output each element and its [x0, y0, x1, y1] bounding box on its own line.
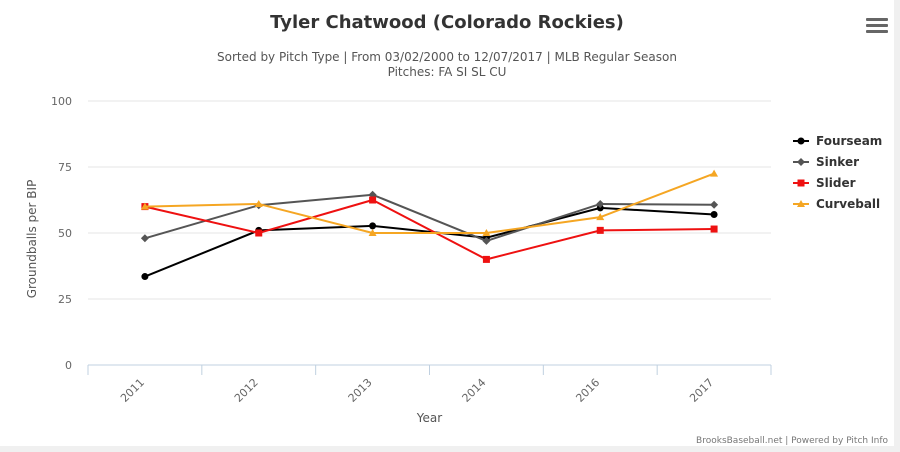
y-tick-label: 0: [65, 359, 72, 372]
y-tick-label: 75: [58, 161, 72, 174]
chart-title: Tyler Chatwood (Colorado Rockies): [270, 12, 624, 33]
legend-item-sinker[interactable]: Sinker: [793, 155, 859, 169]
data-point-curveball: [368, 229, 377, 236]
y-tick-label: 25: [58, 293, 72, 306]
legend-label-fourseam: Fourseam: [816, 134, 882, 148]
hamburger-menu-icon[interactable]: [866, 18, 888, 38]
x-tick-label: 2013: [346, 376, 375, 405]
data-point-slider: [369, 196, 377, 204]
series-line-slider: [144, 198, 715, 261]
data-point-slider: [255, 229, 263, 237]
series-line-sinker: [144, 193, 715, 242]
legend-marker-sinker: [797, 158, 805, 166]
data-point-slider: [710, 225, 718, 233]
subtitle-line-2: Pitches: FA SI SL CU: [387, 65, 507, 79]
legend-label-slider: Slider: [816, 176, 856, 190]
series-line-curveball: [144, 172, 715, 234]
legend-label-sinker: Sinker: [816, 155, 859, 169]
data-point-curveball: [140, 202, 149, 210]
x-tick-label: 2016: [573, 376, 602, 405]
legend-item-slider[interactable]: Slider: [793, 176, 856, 190]
chart-subtitle: Sorted by Pitch Type | From 03/02/2000 t…: [0, 50, 894, 80]
legend-marker-fourseam: [797, 137, 805, 145]
legend-marker-curveball: [797, 200, 805, 207]
x-tick-label: 2014: [460, 376, 489, 405]
legend-label-curveball: Curveball: [816, 197, 880, 211]
legend-marker-slider: [797, 179, 805, 187]
data-point-sinker: [596, 199, 605, 208]
data-point-sinker: [140, 234, 149, 243]
legend-item-curveball[interactable]: Curveball: [793, 197, 880, 211]
credits-text[interactable]: BrooksBaseball.net | Powered by Pitch In…: [696, 436, 888, 446]
subtitle-line-1: Sorted by Pitch Type | From 03/02/2000 t…: [217, 50, 677, 64]
x-axis-title: Year: [416, 411, 442, 425]
x-tick-label: 2012: [232, 376, 261, 405]
data-point-curveball: [596, 213, 605, 221]
data-point-sinker: [710, 200, 719, 209]
x-tick-label: 2017: [687, 376, 716, 405]
data-point-curveball: [482, 229, 491, 236]
data-point-fourseam: [710, 211, 718, 219]
data-point-fourseam: [369, 222, 377, 230]
y-axis-title: Groundballs per BIP: [25, 180, 39, 299]
legend-item-fourseam[interactable]: Fourseam: [793, 134, 882, 148]
data-point-sinker: [482, 236, 491, 245]
y-tick-label: 100: [51, 95, 72, 108]
data-point-slider: [482, 255, 490, 263]
data-point-curveball: [254, 199, 263, 207]
x-tick-label: 2011: [118, 376, 147, 405]
data-point-curveball: [710, 169, 719, 177]
data-point-fourseam: [141, 273, 149, 281]
y-tick-label: 50: [58, 227, 72, 240]
data-point-slider: [596, 226, 604, 234]
